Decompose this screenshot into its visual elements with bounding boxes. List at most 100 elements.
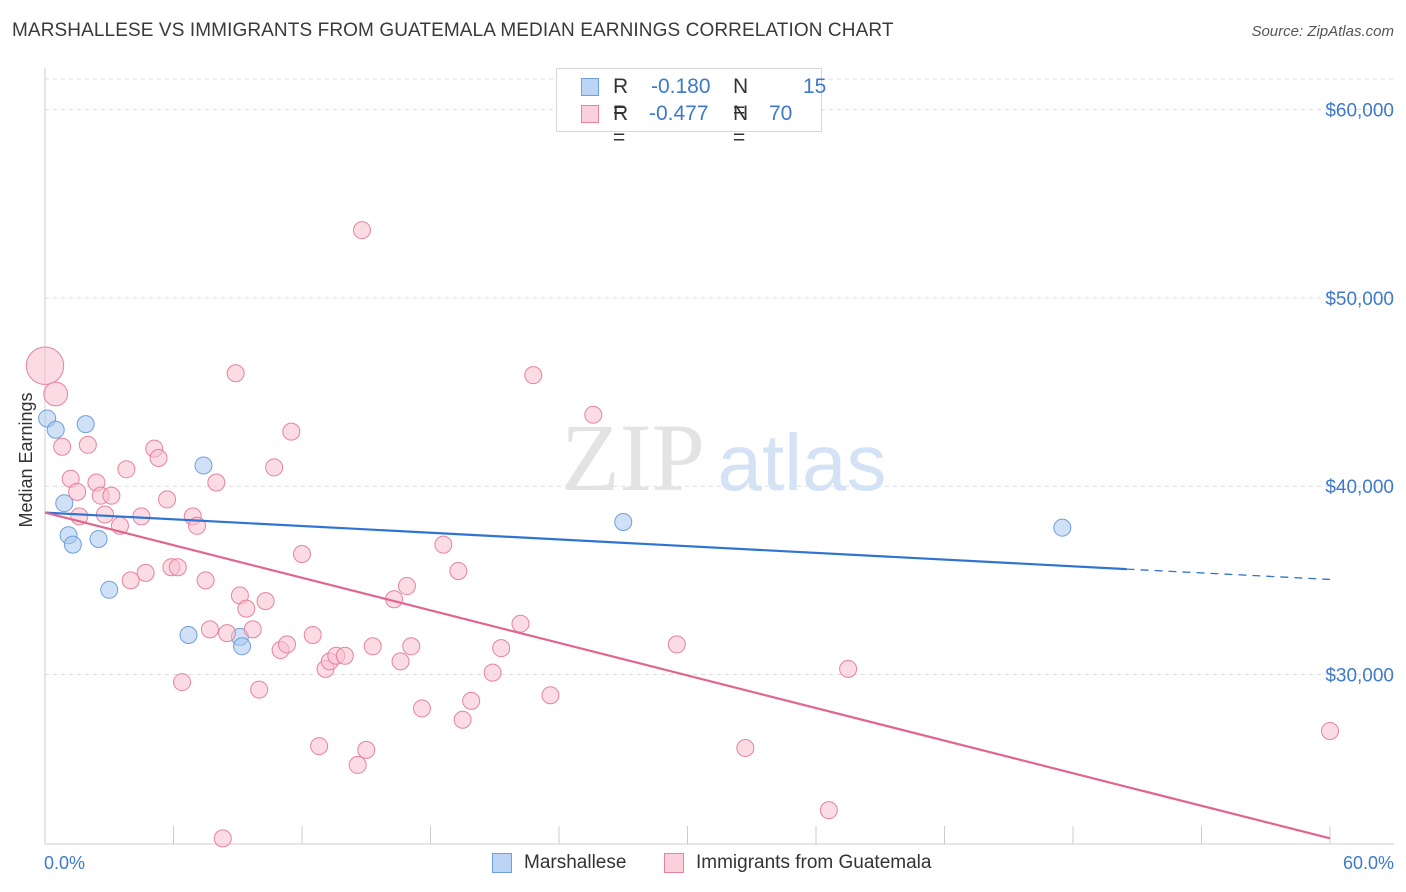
guatemala-point — [1321, 722, 1339, 741]
y-tick-label: $50,000 — [1325, 289, 1394, 310]
guatemala-point — [839, 659, 858, 678]
guatemala-point — [218, 624, 237, 643]
stats-legend: R = -0.180 N = 15 R = -0.477 N = 70 — [556, 68, 826, 149]
marshallese-point — [1053, 518, 1072, 537]
guatemala-point — [412, 699, 431, 718]
gridlines — [45, 78, 1394, 676]
guatemala-point — [196, 571, 215, 590]
watermark: ZIP atlas — [561, 404, 886, 511]
marshallese-point — [194, 456, 213, 475]
guatemala-point — [348, 755, 367, 774]
guatemala-point — [102, 486, 121, 505]
chart-title: MARSHALLESE VS IMMIGRANTS FROM GUATEMALA… — [12, 20, 894, 41]
legend-n-value: 15 — [803, 75, 827, 98]
guatemala-point — [237, 599, 256, 618]
guatemala-trend-line — [44, 511, 1331, 840]
legend-n-value: 70 — [769, 102, 793, 125]
guatemala-point — [363, 637, 382, 656]
guatemala-point — [397, 577, 416, 596]
guatemala-point — [149, 449, 168, 467]
marshallese-point — [55, 494, 74, 513]
x-tick-label-min: 0.0% — [44, 853, 85, 873]
guatemala-point — [250, 680, 269, 699]
guatemala-point — [483, 663, 502, 682]
legend-r-value: -0.477 — [649, 102, 709, 125]
legend-n-label: N = — [733, 102, 749, 149]
legend-r-value: -0.180 — [651, 75, 711, 98]
guatemala-point — [173, 673, 192, 692]
legend-r-label: R = — [613, 75, 629, 122]
watermark-zip: ZIP — [561, 404, 705, 511]
guatemala-point — [310, 737, 329, 756]
guatemala-point — [357, 740, 376, 759]
data-points — [25, 221, 1339, 848]
guatemala-point — [158, 490, 177, 509]
guatemala-point — [391, 652, 410, 671]
marshallese-point — [233, 637, 252, 656]
guatemala-point — [667, 635, 686, 654]
marshallese-point — [614, 513, 633, 532]
guatemala-point — [265, 458, 284, 477]
legend-swatch-pink — [664, 853, 684, 873]
watermark-atlas: atlas — [718, 418, 887, 507]
guatemala-point — [25, 346, 65, 385]
guatemala-point — [434, 535, 453, 554]
marshallese-point — [100, 580, 119, 599]
axes — [44, 68, 1394, 845]
guatemala-point — [136, 563, 155, 582]
legend-r-label: R = — [613, 102, 629, 149]
guatemala-point — [43, 381, 69, 407]
legend-swatch-blue — [492, 853, 512, 873]
guatemala-point — [226, 364, 245, 383]
guatemala-point — [541, 686, 560, 705]
guatemala-point — [511, 614, 530, 633]
marshallese-point — [89, 529, 108, 548]
guatemala-point — [736, 738, 755, 757]
guatemala-point — [335, 646, 354, 665]
marshallese-point — [63, 535, 82, 554]
guatemala-point — [303, 625, 322, 644]
guatemala-point — [121, 571, 140, 590]
legend-label: Immigrants from Guatemala — [696, 852, 932, 873]
legend-swatch-blue — [581, 78, 599, 96]
guatemala-point — [453, 710, 472, 729]
guatemala-point — [492, 639, 511, 658]
guatemala-point — [213, 829, 232, 848]
marshallese-trend-extension — [1126, 568, 1331, 581]
x-tick-label-max: 60.0% — [1343, 853, 1394, 873]
guatemala-point — [352, 221, 371, 240]
guatemala-point — [68, 482, 87, 501]
y-tick-label: $30,000 — [1325, 666, 1394, 687]
guatemala-point — [462, 691, 481, 710]
guatemala-point — [78, 435, 97, 454]
guatemala-point — [293, 545, 311, 564]
legend-swatch-pink — [581, 105, 599, 123]
guatemala-point — [819, 801, 838, 820]
trend-lines — [44, 511, 1331, 840]
marshallese-point — [46, 420, 65, 439]
guatemala-point — [168, 558, 187, 577]
guatemala-point — [200, 620, 219, 639]
guatemala-point — [207, 473, 226, 492]
guatemala-point — [584, 405, 603, 424]
source-label: Source: ZipAtlas.com — [1251, 23, 1394, 40]
guatemala-point — [402, 637, 421, 656]
y-tick-label: $40,000 — [1325, 477, 1394, 498]
guatemala-point — [524, 366, 543, 385]
legend-label: Marshallese — [524, 852, 627, 873]
y-tick-label: $60,000 — [1325, 101, 1394, 122]
marshallese-trend-line — [44, 511, 1127, 571]
guatemala-point — [117, 460, 136, 479]
guatemala-point — [449, 561, 468, 580]
guatemala-point — [53, 437, 72, 456]
marshallese-point — [76, 415, 95, 434]
y-axis-label: Median Earnings — [16, 392, 36, 527]
marshallese-point — [179, 625, 198, 644]
axis-labels: Median Earnings 0.0% 60.0% $30,000 $40,00… — [16, 101, 1394, 873]
legend-n-label: N = — [733, 75, 749, 122]
guatemala-point — [278, 635, 297, 654]
guatemala-point — [282, 422, 301, 441]
guatemala-point — [243, 620, 262, 639]
guatemala-point — [256, 592, 275, 611]
